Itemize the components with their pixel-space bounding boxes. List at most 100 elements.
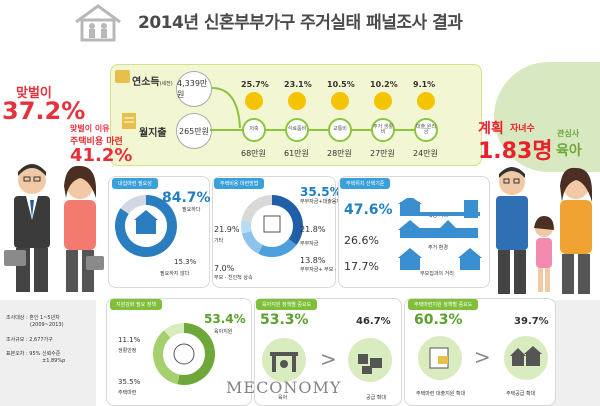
funding-item-pct: 35.5% bbox=[300, 185, 342, 199]
expense-item-name: 저축 bbox=[242, 118, 266, 142]
plan-label-2: 자녀수 bbox=[510, 124, 535, 134]
home-need-label: 필요하다 bbox=[182, 207, 201, 213]
expense-label: 월지출 bbox=[139, 128, 167, 139]
funding-item-pct: 21.9% bbox=[214, 225, 240, 234]
funding-item-label: 부모 · 친인척 상속 bbox=[214, 275, 253, 281]
support-childcare-pct: 53.4% bbox=[204, 312, 246, 326]
housing-left-label: 주택마련 대출지원 확대 bbox=[416, 391, 466, 397]
location-icons bbox=[398, 198, 482, 270]
wallet-icon bbox=[263, 215, 281, 233]
watermark: MECONOMY bbox=[226, 378, 342, 397]
family-house-icon bbox=[75, 4, 121, 42]
expense-item-icon bbox=[288, 92, 306, 110]
childcare-icons: > bbox=[262, 338, 392, 382]
expense-item-pct: 23.1% bbox=[284, 80, 312, 89]
home-need-donut bbox=[115, 195, 177, 257]
funding-donut bbox=[241, 195, 303, 257]
expense-item-amount: 27만원 bbox=[370, 149, 395, 158]
reason-label-2: 주택비용 마련 bbox=[70, 137, 123, 147]
support-donut bbox=[153, 323, 215, 385]
expense-item-pct: 25.7% bbox=[241, 80, 269, 89]
support-housing-label: 주택마련 bbox=[118, 390, 137, 396]
support-childcare-label: 육아지원 bbox=[214, 329, 233, 335]
childcare-right-pct: 46.7% bbox=[356, 316, 391, 327]
income-expense-band bbox=[110, 64, 482, 166]
svg-text:>: > bbox=[474, 345, 491, 369]
expense-item-name: 주거 생활비 bbox=[371, 118, 395, 142]
expense-item-pct: 10.5% bbox=[327, 80, 355, 89]
donut-slice bbox=[164, 323, 185, 339]
housing-right-pct: 39.7% bbox=[514, 316, 549, 327]
income-value: 4,339만원 bbox=[176, 71, 212, 107]
donut-slice bbox=[241, 195, 273, 223]
home-need-pct: 84.7% bbox=[162, 190, 211, 206]
expense-item-amount: 68만원 bbox=[241, 149, 266, 158]
panel-home-need-title: 내집마련 필요성 bbox=[112, 178, 158, 189]
donut-slice bbox=[241, 220, 252, 234]
expense-item-pct: 10.2% bbox=[370, 80, 398, 89]
connector-lines bbox=[211, 87, 241, 129]
donut-slice bbox=[153, 330, 180, 385]
funding-item-pct: 13.8% bbox=[300, 256, 326, 265]
childcare-right-label: 공급 확대 bbox=[366, 395, 386, 401]
money-icon bbox=[115, 70, 130, 83]
home-not-need-label: 필요하지 않다 bbox=[160, 271, 190, 277]
expense-line bbox=[210, 129, 435, 131]
panel-support-title: 지원강화 필요 정책 bbox=[110, 299, 162, 310]
location-item-pct: 47.6% bbox=[344, 202, 393, 218]
childcare-left-label: 육아 bbox=[278, 395, 288, 401]
donut-slice bbox=[271, 195, 303, 245]
panel-childcare-title: 육아지원 정책별 중요도 bbox=[256, 299, 318, 310]
expense-item-amount: 24만원 bbox=[413, 149, 438, 158]
reason-label-1: 맞벌이 이유 bbox=[70, 124, 110, 133]
panel-funding-title: 주택비용 마련방법 bbox=[214, 178, 265, 189]
survey-error: 표본오차 : 95% 신뢰수준 bbox=[6, 351, 61, 357]
survey-error-range: ±1.89%p bbox=[42, 358, 66, 364]
expense-item-name: 교통비 bbox=[328, 118, 352, 142]
receipt-icon bbox=[122, 113, 136, 129]
location-item-pct: 26.6% bbox=[344, 234, 379, 247]
expense-item-pct: 9.1% bbox=[413, 80, 436, 89]
housing-icons: > bbox=[418, 336, 548, 380]
funding-item-pct: 21.8% bbox=[300, 225, 326, 234]
donut-slice bbox=[258, 238, 297, 257]
housing-right-label: 주택공급 확대 bbox=[506, 391, 536, 397]
concern-label: 관심사 bbox=[557, 129, 580, 138]
plan-label-1: 계획 bbox=[478, 121, 504, 137]
expense-item-amount: 61만원 bbox=[284, 149, 309, 158]
support-living-pct: 11.1% bbox=[118, 336, 141, 344]
house-icon bbox=[136, 218, 156, 234]
funding-item-pct: 7.0% bbox=[214, 264, 235, 273]
income-label: 연소득(세전) bbox=[132, 77, 173, 88]
hands-icon bbox=[173, 343, 195, 365]
dual-income-label: 맞벌이 bbox=[16, 86, 52, 101]
expense-item-icon bbox=[417, 92, 435, 110]
couple-illustration bbox=[4, 164, 104, 292]
reason-value: 41.2% bbox=[70, 145, 133, 166]
family-illustration bbox=[496, 167, 592, 294]
svg-text:>: > bbox=[320, 347, 337, 371]
expense-item-icon bbox=[331, 92, 349, 110]
concern-value: 육아 bbox=[556, 143, 582, 159]
survey-info-box bbox=[0, 300, 96, 406]
funding-item-label: 부부자금 bbox=[300, 241, 319, 247]
housing-left-pct: 60.3% bbox=[414, 312, 463, 328]
childcare-left-pct: 53.3% bbox=[260, 312, 309, 328]
panel-location-title: 주택위치 선택기준 bbox=[340, 178, 391, 189]
location-item-label: 주거 환경 bbox=[428, 245, 448, 251]
expense-item-icon bbox=[374, 92, 392, 110]
expense-item-name: 식료품비 bbox=[285, 118, 309, 142]
expense-item-icon bbox=[245, 92, 263, 110]
survey-size: 조사규모 : 2,677가구 bbox=[6, 337, 53, 343]
location-item-label: 부모집과의 거리 bbox=[420, 271, 454, 277]
funding-item-label: 기타 bbox=[214, 238, 224, 244]
funding-item-label: 부부자금+ 부모 · 친인척 상속 bbox=[300, 267, 363, 273]
donut-slice bbox=[115, 195, 177, 257]
location-item-pct: 17.7% bbox=[344, 260, 379, 273]
survey-target: 조사대상 : 혼인 1~5년차 bbox=[6, 315, 60, 321]
donut-slice bbox=[120, 195, 147, 215]
panel-housing-title: 주택마련지원 정책별 중요도 bbox=[408, 299, 479, 310]
dual-income-value: 37.2% bbox=[2, 97, 86, 125]
funding-item-label: 부부자금+대출융자 bbox=[300, 199, 341, 205]
expense-value: 265만원 bbox=[176, 113, 212, 149]
